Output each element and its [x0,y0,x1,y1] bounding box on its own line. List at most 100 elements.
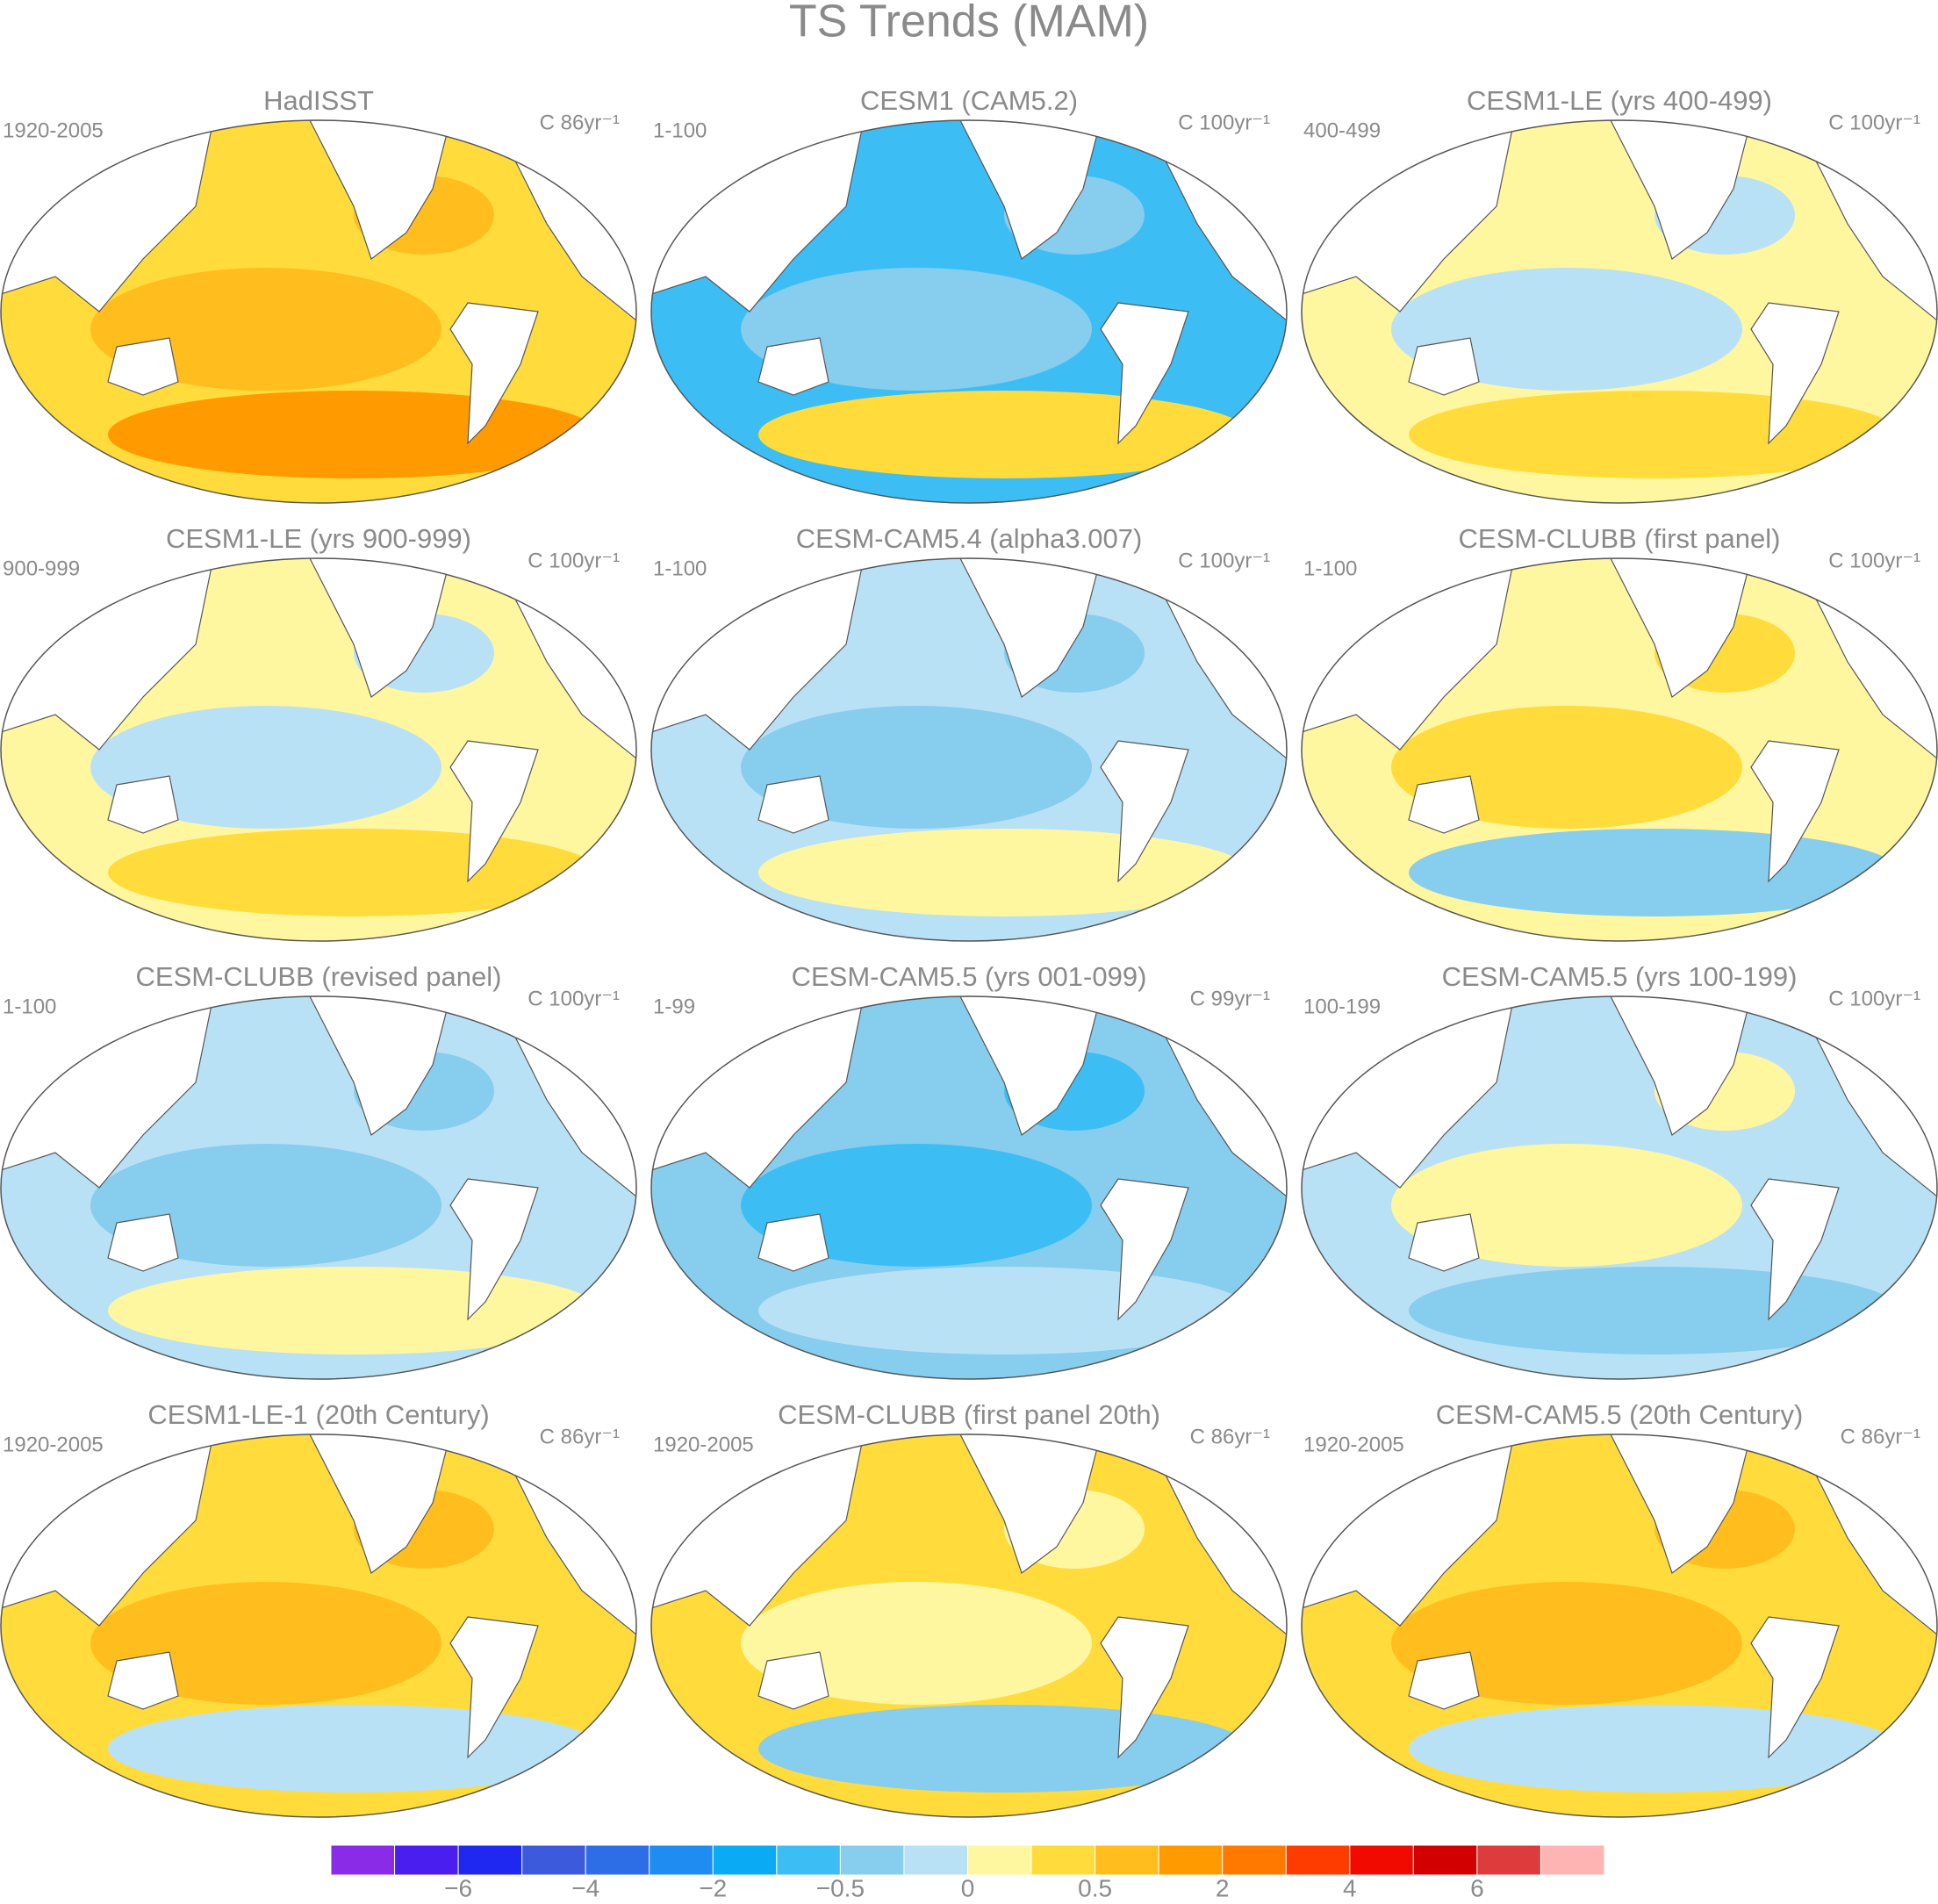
colorbar-swatch [457,1844,523,1876]
panel-period: 1920-2005 [1303,1433,1404,1456]
panel-units: C 86yr⁻¹ [1841,1425,1920,1448]
ocean-region [90,268,441,391]
colorbar-swatch [1285,1844,1351,1876]
ocean-region [1409,1705,1900,1793]
map [1,996,636,1379]
map-outline [1301,1433,1938,1818]
ocean-region [758,1705,1250,1793]
panel-title: HadISST [263,85,374,116]
land [107,1651,179,1710]
panel-period: 1920-2005 [3,119,104,142]
land [1610,558,1752,698]
panel-units: C 99yr⁻¹ [1190,987,1270,1010]
panel-title: CESM1-LE (yrs 400-499) [1467,85,1772,116]
colorbar-label: −6 [444,1874,472,1901]
panel-title: CESM1-LE (yrs 900-999) [166,523,471,554]
colorbar-label: −0.5 [816,1874,865,1901]
land [309,120,451,260]
land [107,775,179,834]
panel-units: C 86yr⁻¹ [1190,1425,1270,1448]
colorbar-label: 0 [961,1874,975,1901]
map [1302,1434,1937,1817]
map [651,558,1287,941]
panel-title: CESM-CLUBB (first panel 20th) [778,1399,1160,1430]
colorbar-label: −2 [699,1874,727,1901]
colorbar-swatch [839,1844,905,1876]
map [1302,558,1937,941]
map-outline [0,119,637,504]
land [309,1434,451,1574]
colorbar-swatch [330,1844,396,1876]
colorbar-label: 4 [1343,1874,1357,1901]
colorbar-swatch [1540,1844,1605,1876]
panel-units: C 86yr⁻¹ [540,111,620,134]
panel-period: 1-100 [653,119,707,142]
ocean-region [108,391,599,478]
colorbar-swatch [1030,1844,1096,1876]
land [1408,337,1480,396]
colorbar-swatch [521,1844,586,1876]
map-outline [0,557,637,942]
land [959,558,1102,698]
ocean-region [1391,1144,1742,1267]
map-outline [1301,995,1938,1380]
land [1100,740,1189,883]
land [107,1213,179,1272]
map [651,120,1287,503]
panel-period: 1920-2005 [653,1433,754,1456]
panel-title: CESM-CAM5.4 (alpha3.007) [796,523,1143,554]
land [1408,775,1480,834]
land [107,337,179,396]
land [1610,996,1752,1136]
ocean-region [1409,829,1900,916]
land [757,1651,829,1710]
ocean-region [758,391,1250,478]
panel-title: CESM-CLUBB (first panel) [1459,523,1781,554]
colorbar-swatch [1349,1844,1414,1876]
map-outline [0,1433,637,1818]
ocean-region [758,829,1250,916]
panel-period: 1-100 [1303,557,1357,580]
colorbar-label: 2 [1216,1874,1230,1901]
panel-title: CESM1-LE-1 (20th Century) [147,1399,489,1430]
land [449,1616,539,1759]
panel-title: CESM-CAM5.5 (yrs 001-099) [792,961,1147,992]
map-outline [650,995,1288,1380]
colorbar-swatch [1476,1844,1541,1876]
panel-period: 1920-2005 [3,1433,104,1456]
map [651,996,1287,1379]
land [1610,1434,1752,1574]
panel-title: CESM-CLUBB (revised panel) [136,961,502,992]
panel-period: 400-499 [1303,119,1381,142]
land [1750,1178,1840,1321]
land [1100,1616,1189,1759]
colorbar-swatch [903,1844,968,1876]
panel-title: CESM-CAM5.5 (20th Century) [1436,1399,1804,1430]
land [1408,1213,1480,1272]
ocean-region [108,1705,599,1793]
land [1750,740,1840,883]
map-outline [1301,119,1938,504]
colorbar-swatch [394,1844,459,1876]
panel-units: C 100yr⁻¹ [1178,549,1270,572]
map [1,558,636,941]
panel-units: C 100yr⁻¹ [1178,111,1270,134]
colorbar-swatch [1158,1844,1224,1876]
ocean-region [741,268,1092,391]
land [1100,1178,1189,1321]
land [757,775,829,834]
ocean-region [108,1267,599,1354]
land [309,558,451,698]
panel-units: C 100yr⁻¹ [528,987,620,1010]
land [1408,1651,1480,1710]
panel-period: 1-99 [653,995,695,1018]
land [1750,302,1840,445]
ocean-region [1409,391,1900,478]
ocean-region [108,829,599,916]
panel-units: C 100yr⁻¹ [1828,111,1920,134]
land [449,302,539,445]
land [449,740,539,883]
colorbar-swatch [1222,1844,1287,1876]
colorbar-swatch [1095,1844,1159,1876]
